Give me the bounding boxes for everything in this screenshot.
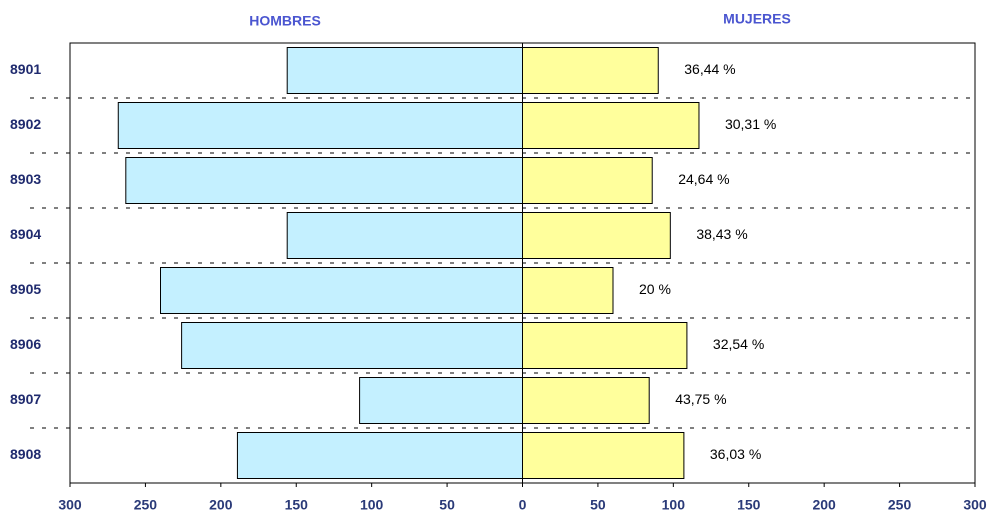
x-tick-label: 250 <box>134 497 158 513</box>
category-label: 8908 <box>10 446 41 462</box>
bar <box>236 432 524 479</box>
bar <box>286 212 524 259</box>
series-heading: HOMBRES <box>249 13 321 29</box>
annotation: 20 % <box>639 281 671 297</box>
annotation: 24,64 % <box>678 171 729 187</box>
category-label: 8904 <box>10 226 41 242</box>
category-label: 8905 <box>10 281 41 297</box>
bar <box>125 157 524 204</box>
bar <box>522 322 688 369</box>
bar <box>522 47 659 94</box>
annotation: 32,54 % <box>713 336 764 352</box>
series-heading: MUJERES <box>723 11 791 27</box>
x-tick-label: 50 <box>439 497 455 513</box>
annotation: 38,43 % <box>696 226 747 242</box>
category-label: 8902 <box>10 116 41 132</box>
bar <box>522 157 653 204</box>
bar <box>359 377 523 424</box>
x-tick-label: 250 <box>888 497 912 513</box>
bar <box>522 102 700 149</box>
x-tick-label: 0 <box>519 497 527 513</box>
x-tick-label: 150 <box>737 497 761 513</box>
x-tick-label: 300 <box>963 497 987 513</box>
bar <box>522 377 650 424</box>
bar <box>117 102 524 149</box>
annotation: 43,75 % <box>675 391 726 407</box>
bar <box>522 432 685 479</box>
category-label: 8901 <box>10 61 41 77</box>
x-tick-label: 200 <box>812 497 836 513</box>
x-tick-label: 100 <box>360 497 384 513</box>
x-tick-label: 150 <box>285 497 309 513</box>
bar <box>522 267 614 314</box>
annotation: 36,03 % <box>710 446 761 462</box>
x-tick-label: 100 <box>662 497 686 513</box>
bar <box>160 267 523 314</box>
x-tick-label: 50 <box>590 497 606 513</box>
bar <box>286 47 524 94</box>
category-label: 8903 <box>10 171 41 187</box>
annotation: 30,31 % <box>725 116 776 132</box>
x-tick-label: 300 <box>58 497 82 513</box>
bar <box>522 212 671 259</box>
bar <box>181 322 523 369</box>
x-tick-label: 200 <box>209 497 233 513</box>
annotation: 36,44 % <box>684 61 735 77</box>
category-label: 8906 <box>10 336 41 352</box>
category-label: 8907 <box>10 391 41 407</box>
